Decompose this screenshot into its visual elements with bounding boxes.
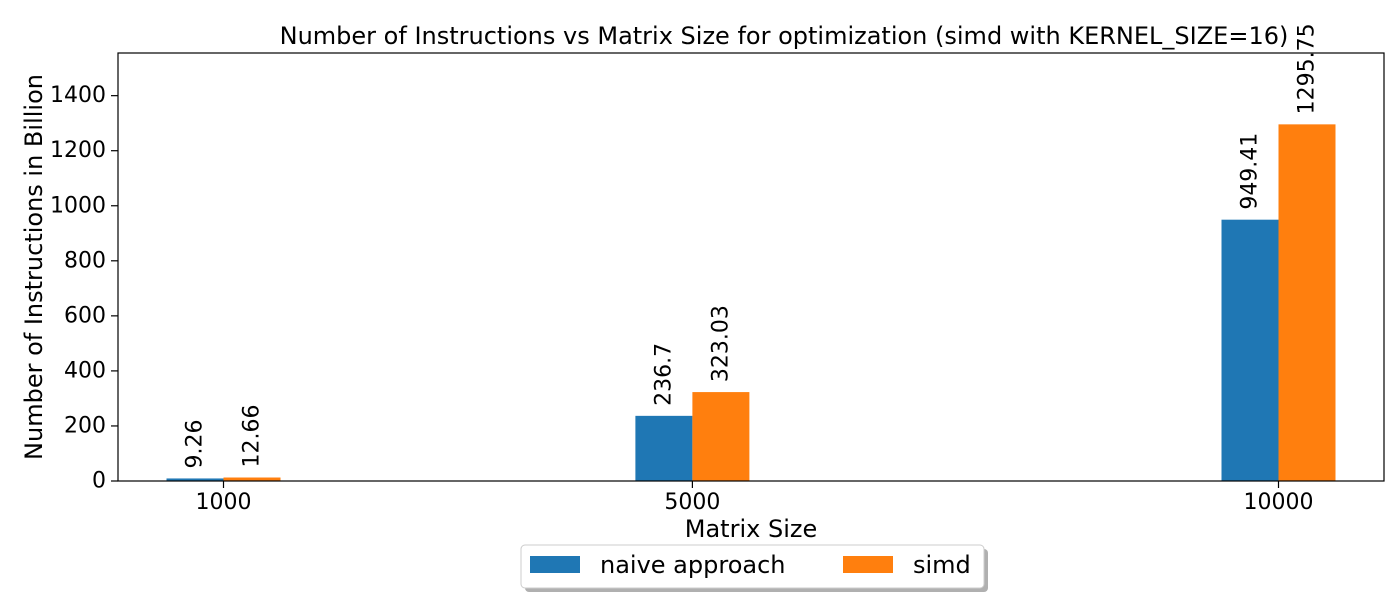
data-label: 949.41	[1238, 133, 1263, 210]
x-tick-label: 5000	[664, 490, 720, 515]
data-label: 12.66	[240, 405, 265, 468]
data-label: 9.26	[183, 419, 208, 468]
y-tick-label: 800	[64, 248, 106, 273]
y-tick-label: 200	[64, 413, 106, 438]
legend: naive approach simd	[520, 544, 988, 592]
y-axis-label: Number of Instructions in Billion	[20, 74, 48, 460]
y-tick-label: 400	[64, 358, 106, 383]
legend-label: simd	[913, 551, 971, 579]
bar-naive-10000	[1221, 219, 1279, 481]
y-axis: 0 200 400 600 800 1000 1200 1400	[50, 83, 118, 494]
bar-simd-10000	[1278, 124, 1336, 482]
legend-box	[520, 544, 985, 589]
bar-simd-1000	[223, 477, 281, 481]
chart-title: Number of Instructions vs Matrix Size fo…	[280, 22, 1289, 50]
y-tick-label: 1400	[50, 83, 106, 108]
bar-simd-5000	[692, 392, 750, 481]
data-label: 236.7	[651, 343, 676, 406]
plot-area: 9.26 236.7 949.41 12.66 323.03 1295.75	[166, 23, 1336, 482]
y-tick-label: 0	[92, 469, 106, 494]
x-tick-label: 10000	[1244, 490, 1314, 515]
y-tick-label: 600	[64, 303, 106, 328]
x-axis: 1000 5000 10000	[196, 481, 1314, 515]
data-label: 323.03	[708, 305, 733, 382]
data-label: 1295.75	[1295, 23, 1320, 114]
y-tick-label: 1000	[50, 193, 106, 218]
y-tick-label: 1200	[50, 138, 106, 163]
x-axis-label: Matrix Size	[685, 515, 817, 543]
bar-naive-1000	[166, 478, 224, 481]
legend-swatch-simd	[843, 556, 893, 573]
legend-label: naive approach	[600, 551, 786, 579]
x-tick-label: 1000	[196, 490, 252, 515]
bar-naive-5000	[635, 415, 693, 481]
axes-frame	[117, 52, 1385, 482]
legend-swatch-naive	[530, 556, 580, 573]
